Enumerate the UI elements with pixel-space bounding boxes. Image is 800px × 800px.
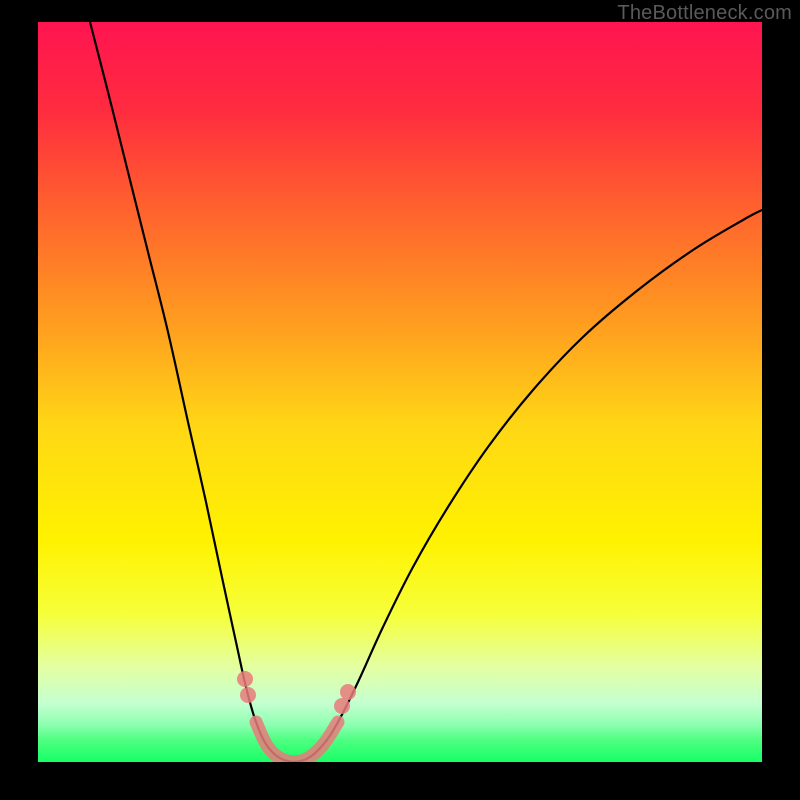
- plot-area: [38, 22, 762, 762]
- valley-highlight: [256, 722, 338, 762]
- chart-frame: TheBottleneck.com: [0, 0, 800, 800]
- valley-marker-dot: [237, 671, 253, 687]
- curve-layer: [38, 22, 762, 762]
- valley-marker-dot: [240, 687, 256, 703]
- valley-marker-dot: [334, 698, 350, 714]
- valley-marker-dot: [340, 684, 356, 700]
- bottleneck-curve: [90, 22, 762, 762]
